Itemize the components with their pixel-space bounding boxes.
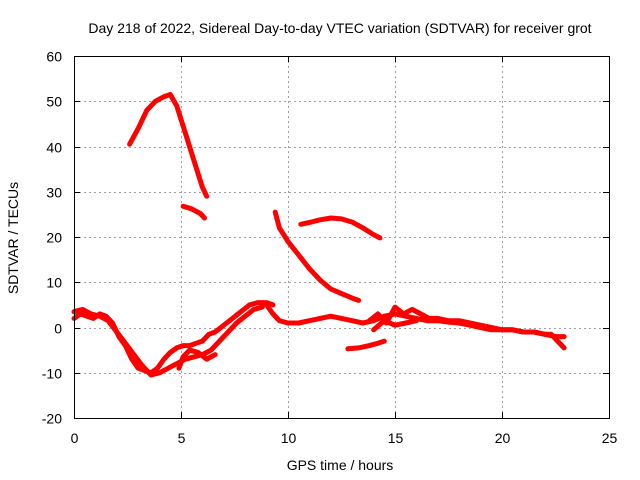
series-line-arc-2 [180,203,207,221]
y-tick-label: 0 [54,321,62,337]
data-series [71,92,567,378]
x-tick-label: 5 [178,430,186,446]
series-line-arc-4 [298,215,383,241]
y-tick-label: 30 [46,185,62,201]
chart-title: Day 218 of 2022, Sidereal Day-to-day VTE… [88,20,591,36]
x-tick-label: 0 [71,430,79,446]
y-tick-label: 20 [46,230,62,246]
x-tick-label: 25 [602,430,618,446]
y-tick-label: -20 [42,411,62,427]
series-line-arc-main-a [71,300,276,376]
series-line-arc-3 [272,209,362,303]
series-line-arc-1 [127,92,210,199]
y-tick-labels: -20 -10 0 10 20 30 40 50 60 [42,49,62,427]
x-tick-label: 10 [281,430,297,446]
grid-lines [74,56,609,418]
y-tick-label: 60 [46,49,62,65]
x-tick-label: 20 [495,430,511,446]
series-line-arc-main-f [371,318,419,333]
x-axis-label: GPS time / hours [287,457,394,473]
x-tick-labels: 0 5 10 15 20 25 [71,430,618,446]
y-tick-label: -10 [42,366,62,382]
y-tick-label: 10 [46,275,62,291]
y-axis-label: SDTVAR / TECUs [5,182,21,294]
x-tick-label: 15 [388,430,404,446]
series-line-arc-main-c [176,347,218,371]
series-line-arc-5 [345,338,387,352]
series-line-arc-main-e [366,304,567,340]
y-tick-label: 40 [46,140,62,156]
series-line-arc-main-b [71,304,265,378]
axis-ticks [74,56,610,419]
y-tick-label: 50 [46,94,62,110]
